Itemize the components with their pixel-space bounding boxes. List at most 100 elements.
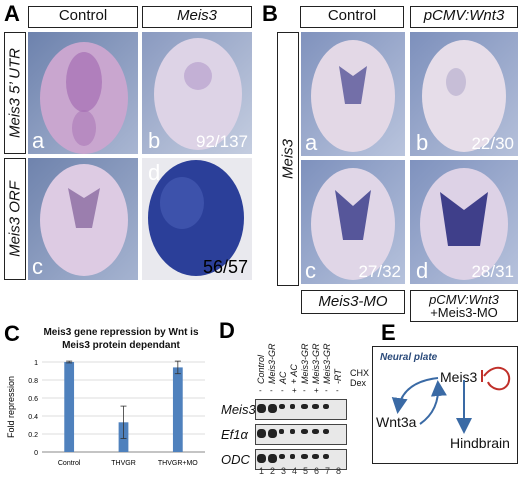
embryo-image-b-a: a — [301, 32, 405, 156]
gel-band — [312, 454, 319, 459]
y-tick-label: 0 — [34, 450, 38, 457]
embryo-a-d-sublabel: d — [148, 160, 161, 185]
gel-column-header: Control — [256, 354, 266, 384]
gel-dex-sign: - — [325, 386, 328, 395]
panel-a-header-meis3: Meis3 — [142, 6, 252, 28]
bar-chart: Fold repression 0 0.2 0.4 0.6 0.8 1 Control THV… — [6, 360, 205, 467]
embryo-image-b-c: c 27/32 — [301, 160, 405, 284]
panel-b-footer-line1: pCMV:Wnt3 — [429, 292, 499, 307]
gel-band — [279, 454, 285, 459]
embryo-image-b-d: d 28/31 — [410, 160, 518, 284]
gel-dex-sign: + — [292, 386, 297, 395]
gel-band — [268, 429, 277, 438]
gel-lane-number: 1 — [259, 466, 265, 476]
gel-column-header: AC — [278, 371, 288, 384]
gel-column-header: Meis3-GR — [311, 343, 321, 384]
panel-a-row-label-orf: Meis3 ORF — [4, 158, 26, 280]
embryo-b-c-count: 27/32 — [358, 262, 401, 281]
gel-column-header: -RT — [333, 369, 343, 384]
panel-a-header-control: Control — [28, 6, 138, 28]
panel-c-label: C — [4, 321, 20, 346]
gel-band — [268, 404, 277, 413]
embryo-a-c-sublabel: c — [32, 254, 43, 279]
pathway-title: Neural plate — [380, 352, 438, 363]
arrow-wnt3a-to-meis3 — [419, 380, 447, 425]
category-label: Control — [58, 460, 81, 467]
y-tick-label: 0.4 — [28, 414, 38, 421]
embryo-a-b-count: 92/137 — [196, 132, 248, 151]
panel-b-header-control: Control — [300, 6, 404, 28]
bar — [172, 367, 183, 452]
embryo-a-a-svg — [40, 42, 128, 154]
gel-band — [323, 429, 329, 434]
gel-column-header: Meis3-GR — [322, 343, 332, 384]
gel-dex-sign: + — [314, 386, 319, 395]
node-wnt3a: Wnt3a — [376, 414, 417, 430]
gel-column-header: Meis3-GR — [300, 343, 310, 384]
node-hindbrain: Hindbrain — [450, 435, 510, 451]
panel-a-row-label-utr: Meis3 5’ UTR — [4, 32, 26, 154]
gel-dex-sign: - — [336, 386, 339, 395]
gel-band — [279, 404, 285, 409]
embryo-a-c-svg — [40, 164, 128, 276]
gel-lane-number: 7 — [325, 466, 331, 476]
chart-ylabel: Fold repression — [6, 376, 16, 438]
gel-lane-number: 4 — [292, 466, 298, 476]
embryo-a-b-sublabel: b — [148, 128, 161, 153]
embryo-b-a-sublabel: a — [305, 130, 318, 155]
y-tick-label: 0.2 — [28, 432, 38, 439]
gel-band — [268, 454, 277, 463]
panel-a-row-label-utr-text: Meis3 5’ UTR — [6, 47, 24, 139]
embryo-b-d-sublabel: d — [416, 258, 429, 283]
gel-lane-number: 6 — [314, 466, 320, 476]
panel-b-footer-line2: +Meis3-MO — [430, 305, 498, 320]
gel-dex-sign: - — [303, 386, 306, 395]
gel-band — [301, 404, 308, 409]
node-meis3: Meis3 — [440, 369, 478, 385]
bar — [64, 362, 75, 452]
embryo-b-b-svg — [422, 40, 506, 152]
gel-band — [312, 429, 319, 434]
gel-row-label-ef1a: Ef1α — [221, 427, 248, 442]
panel-d-label: D — [219, 318, 235, 343]
panel-b-row-label-text: Meis3 — [279, 138, 297, 180]
embryo-b-c-svg — [311, 168, 395, 280]
pathway-arrows — [391, 366, 511, 434]
embryo-b-b-count: 22/30 — [471, 134, 514, 153]
embryo-a-d-svg — [148, 160, 244, 276]
gel-band — [312, 404, 319, 409]
gel-band — [290, 404, 295, 409]
embryo-b-c-sublabel: c — [305, 258, 316, 283]
y-tick-label: 0.8 — [28, 378, 38, 385]
chart-title-line2: Meis3 protein dependant — [62, 340, 180, 351]
panel-b-label: B — [262, 1, 278, 26]
gel-lane-number: 8 — [336, 466, 342, 476]
gel-band — [301, 429, 308, 434]
gel-band — [257, 429, 266, 438]
category-label: THVGR+MO — [158, 460, 198, 467]
embryo-image-a-c: c — [28, 158, 138, 280]
panel-d-side-dex: Dex — [350, 378, 367, 388]
embryo-b-b-sublabel: b — [416, 130, 429, 155]
gel-column-header: + AC — [289, 364, 299, 384]
chart-plot-area: 0 0.2 0.4 0.6 0.8 1 Control THVGR THVGR+MO — [28, 360, 205, 467]
gel-lane-number: 5 — [303, 466, 309, 476]
embryo-a-b-svg — [154, 38, 242, 150]
gel-dex-sign: - — [270, 386, 273, 395]
gel-dex-sign: - — [281, 386, 284, 395]
gel-band — [290, 429, 295, 434]
panel-d-side-chx: CHX — [350, 368, 370, 378]
gel-row-label-odc: ODC — [221, 452, 250, 467]
pathway-box — [372, 346, 518, 464]
embryo-a-a-sublabel: a — [32, 128, 45, 153]
gel-lane-number: 3 — [281, 466, 287, 476]
gel-band — [323, 454, 329, 459]
panel-a-label: A — [4, 1, 20, 26]
gel-column-header: Meis3-GR — [267, 343, 277, 384]
gel-lane-number: 2 — [270, 466, 276, 476]
embryo-a-d-count: 56/57 — [202, 257, 248, 277]
panel-b-footer-mo: Meis3-MO — [301, 290, 405, 314]
y-tick-label: 1 — [34, 360, 38, 367]
y-tick-label: 0.6 — [28, 396, 38, 403]
embryo-b-d-count: 28/31 — [471, 262, 514, 281]
